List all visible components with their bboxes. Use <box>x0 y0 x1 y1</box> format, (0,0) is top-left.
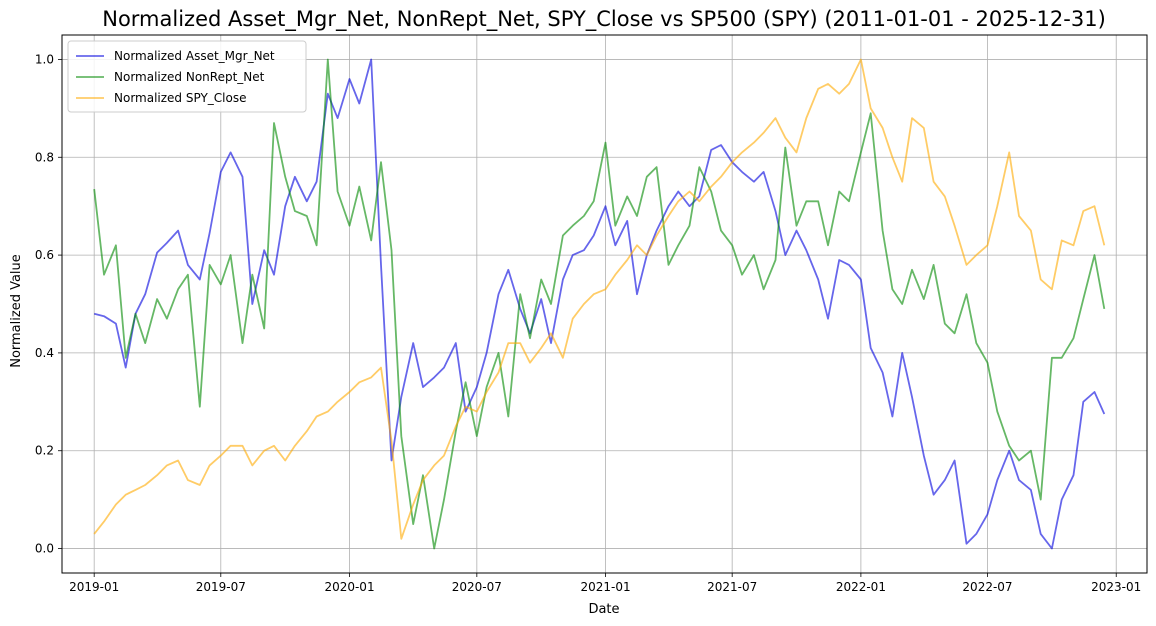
y-tick-label: 1.0 <box>35 52 54 66</box>
legend-label: Normalized SPY_Close <box>114 91 246 105</box>
legend-box <box>67 40 307 113</box>
x-tick-label: 2022-07 <box>962 580 1012 594</box>
x-tick-label: 2022-01 <box>836 580 886 594</box>
series-line-1 <box>93 58 1106 550</box>
y-tick-label: 0.0 <box>35 542 54 556</box>
x-axis-label: Date <box>588 602 619 617</box>
series-line-2 <box>93 58 1106 550</box>
x-tick-label: 2020-01 <box>324 580 374 594</box>
series-line-3 <box>93 58 1106 540</box>
grid <box>62 35 1147 573</box>
series-lines <box>93 58 1106 550</box>
y-tick-label: 0.2 <box>35 444 54 458</box>
legend-label: Normalized NonRept_Net <box>114 70 265 84</box>
y-tick-label: 0.4 <box>35 346 54 360</box>
legend: Normalized Asset_Mgr_Net Normalized NonRe… <box>67 40 307 113</box>
y-tick-label: 0.8 <box>35 150 54 164</box>
axis-ticks: 2019-01 2019-07 2020-01 2020-07 2021-01 2021-… <box>35 52 1141 594</box>
x-tick-label: 2021-01 <box>580 580 630 594</box>
y-tick-label: 0.6 <box>35 248 54 262</box>
y-axis-label: Normalized Value <box>9 254 24 368</box>
x-tick-label: 2023-01 <box>1091 580 1141 594</box>
x-tick-label: 2021-07 <box>707 580 757 594</box>
legend-label: Normalized Asset_Mgr_Net <box>114 49 275 63</box>
plot-frame <box>61 34 1148 574</box>
x-tick-label: 2019-01 <box>69 580 119 594</box>
x-tick-label: 2019-07 <box>196 580 246 594</box>
x-tick-label: 2020-07 <box>452 580 502 594</box>
chart-title: Normalized Asset_Mgr_Net, NonRept_Net, S… <box>102 7 1106 32</box>
